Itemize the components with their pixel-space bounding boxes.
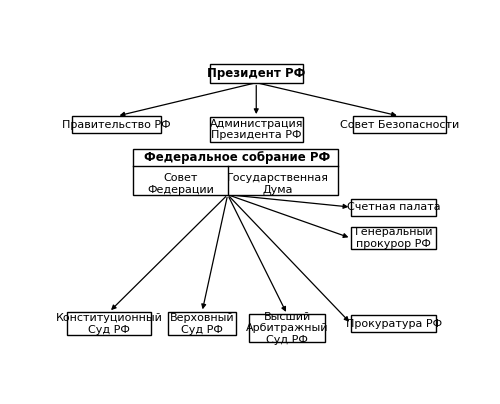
Bar xyxy=(351,199,436,216)
Text: Верховный
Суд РФ: Верховный Суд РФ xyxy=(170,313,234,335)
Text: Правительство РФ: Правительство РФ xyxy=(62,120,171,130)
Bar xyxy=(351,227,436,249)
Bar xyxy=(353,116,446,133)
Text: Счетная палата: Счетная палата xyxy=(347,202,440,212)
Text: Конституционный
Суд РФ: Конституционный Суд РФ xyxy=(56,313,162,335)
Text: Совет Безопасности: Совет Безопасности xyxy=(340,120,459,130)
Bar xyxy=(68,312,150,335)
Text: Администрация
Президента РФ: Администрация Президента РФ xyxy=(210,118,303,140)
Text: Прокуратура РФ: Прокуратура РФ xyxy=(346,319,442,329)
Bar xyxy=(210,64,303,83)
Text: Генеральный
прокурор РФ: Генеральный прокурор РФ xyxy=(354,227,433,249)
Bar xyxy=(72,116,162,133)
Bar xyxy=(168,312,236,335)
Text: Высший
Арбитражный
Суд РФ: Высший Арбитражный Суд РФ xyxy=(246,312,328,345)
Bar xyxy=(133,149,338,195)
Text: Президент РФ: Президент РФ xyxy=(207,67,306,80)
Text: Совет
Федерации: Совет Федерации xyxy=(147,173,214,195)
Bar xyxy=(250,314,325,343)
Bar xyxy=(351,315,436,332)
Text: Федеральное собрание РФ: Федеральное собрание РФ xyxy=(144,151,330,164)
Text: Государственная
Дума: Государственная Дума xyxy=(226,173,328,195)
Bar xyxy=(210,117,303,142)
